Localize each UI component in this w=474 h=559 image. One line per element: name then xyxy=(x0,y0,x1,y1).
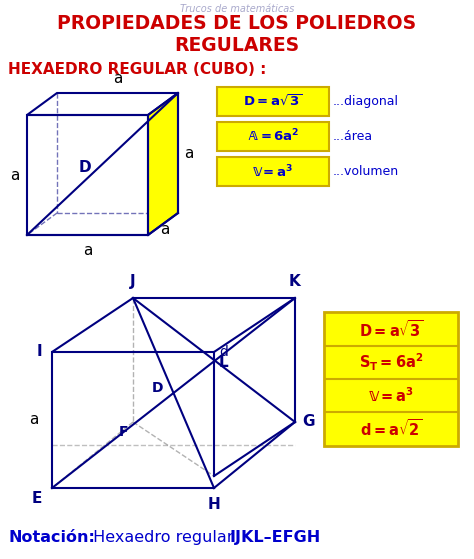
Text: ...área: ...área xyxy=(333,130,373,143)
Text: L: L xyxy=(219,355,228,370)
Text: E: E xyxy=(32,491,42,506)
FancyBboxPatch shape xyxy=(217,122,329,151)
Text: a: a xyxy=(113,71,122,86)
Text: IJKL–EFGH: IJKL–EFGH xyxy=(230,530,321,545)
Text: $\mathbf{\mathbb{A} = 6a^2}$: $\mathbf{\mathbb{A} = 6a^2}$ xyxy=(246,128,299,145)
Text: $\mathbf{d = a\sqrt{2}}$: $\mathbf{d = a\sqrt{2}}$ xyxy=(359,418,422,439)
Text: a: a xyxy=(29,413,39,428)
Text: ...volumen: ...volumen xyxy=(333,165,399,178)
Text: $\mathbf{\mathbb{V} = a^3}$: $\mathbf{\mathbb{V} = a^3}$ xyxy=(368,386,414,405)
Text: a: a xyxy=(83,243,92,258)
Text: ...diagonal: ...diagonal xyxy=(333,95,399,108)
Text: I: I xyxy=(36,344,42,359)
Text: $\mathbf{\mathbb{V} = a^3}$: $\mathbf{\mathbb{V} = a^3}$ xyxy=(252,163,293,180)
Text: G: G xyxy=(302,415,315,429)
Text: HEXAEDRO REGULAR (CUBO) :: HEXAEDRO REGULAR (CUBO) : xyxy=(8,62,266,77)
Text: Trucos de matemáticas: Trucos de matemáticas xyxy=(180,4,294,14)
Text: Notación:: Notación: xyxy=(8,530,95,545)
Text: a: a xyxy=(160,222,170,237)
Text: K: K xyxy=(289,274,301,289)
Text: D: D xyxy=(152,381,163,395)
Text: $\mathbf{D = a\sqrt{3}}$: $\mathbf{D = a\sqrt{3}}$ xyxy=(359,319,423,340)
Text: REGULARES: REGULARES xyxy=(174,36,300,55)
Polygon shape xyxy=(148,93,178,235)
Text: PROPIEDADES DE LOS POLIEDROS: PROPIEDADES DE LOS POLIEDROS xyxy=(57,14,417,33)
Text: H: H xyxy=(208,497,220,512)
Text: J: J xyxy=(130,274,136,289)
FancyBboxPatch shape xyxy=(217,157,329,186)
Text: Hexaedro regular: Hexaedro regular xyxy=(88,530,238,545)
FancyBboxPatch shape xyxy=(217,87,329,116)
Text: $\mathbf{D = a\sqrt{3}}$: $\mathbf{D = a\sqrt{3}}$ xyxy=(244,94,302,109)
FancyBboxPatch shape xyxy=(324,312,458,446)
Text: a: a xyxy=(10,168,20,182)
Text: a: a xyxy=(184,145,193,160)
Text: F: F xyxy=(118,425,128,439)
Text: d: d xyxy=(219,345,228,359)
Text: D: D xyxy=(78,159,91,174)
Text: $\mathbf{S_T = 6a^2}$: $\mathbf{S_T = 6a^2}$ xyxy=(359,352,423,373)
